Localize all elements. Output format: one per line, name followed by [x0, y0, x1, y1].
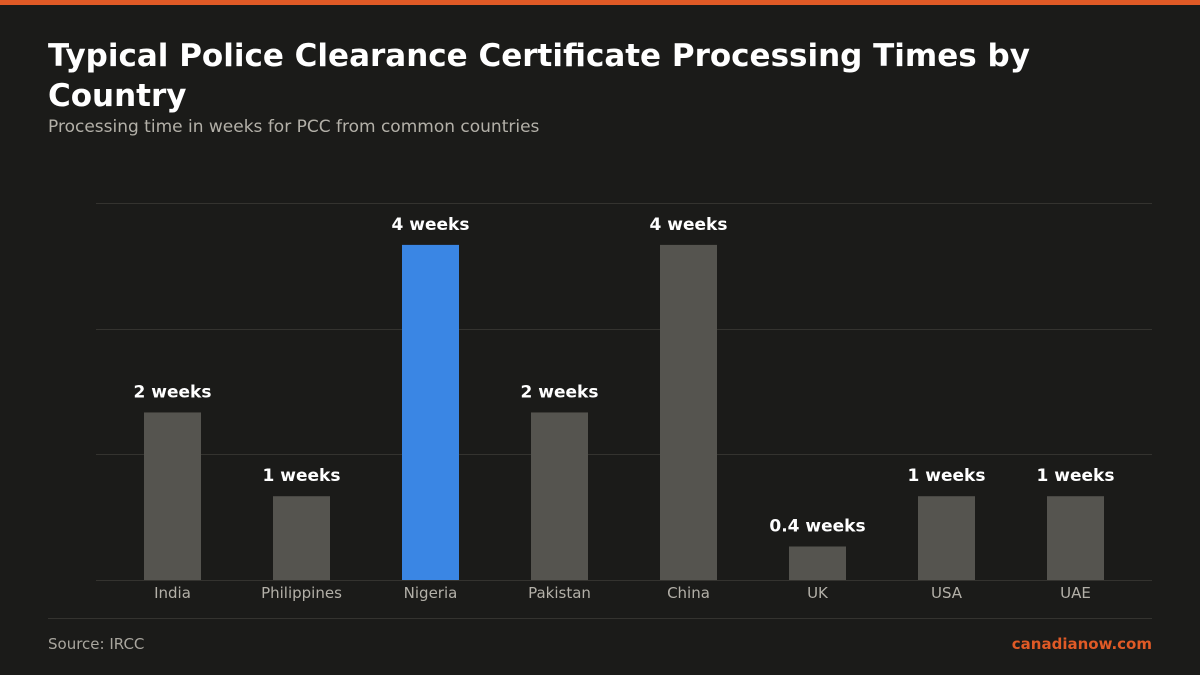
value-label: 4 weeks: [650, 215, 728, 235]
bar-usa: [918, 496, 975, 580]
value-label: 0.4 weeks: [769, 516, 865, 536]
x-tick-label: Nigeria: [404, 584, 458, 602]
bar-uae: [1047, 496, 1104, 580]
x-tick-label: China: [667, 584, 710, 602]
bar-uk: [789, 546, 846, 580]
value-label: 4 weeks: [392, 215, 470, 235]
value-label: 2 weeks: [521, 382, 599, 402]
x-tick-label: India: [154, 584, 191, 602]
bar-nigeria: [402, 244, 459, 580]
bar-philippines: [273, 496, 330, 580]
x-tick-label: Pakistan: [528, 584, 591, 602]
value-label: 1 weeks: [263, 466, 341, 486]
footer-divider: [48, 618, 1152, 619]
bar-india: [144, 412, 201, 580]
value-label: 1 weeks: [908, 466, 986, 486]
bar-china: [660, 244, 717, 580]
x-tick-label: Philippines: [261, 584, 342, 602]
x-tick-label: UK: [807, 584, 829, 602]
bar-pakistan: [531, 412, 588, 580]
value-label: 2 weeks: [134, 382, 212, 402]
x-tick-label: UAE: [1060, 584, 1091, 602]
top-accent-bar: [0, 0, 1200, 5]
value-label: 1 weeks: [1037, 466, 1115, 486]
chart-title: Typical Police Clearance Certificate Pro…: [48, 38, 1030, 114]
x-tick-label: USA: [931, 584, 963, 602]
chart-subtitle: Processing time in weeks for PCC from co…: [48, 117, 540, 137]
source-note: Source: IRCC: [48, 635, 145, 653]
brand-link[interactable]: canadianow.com: [1011, 635, 1152, 653]
